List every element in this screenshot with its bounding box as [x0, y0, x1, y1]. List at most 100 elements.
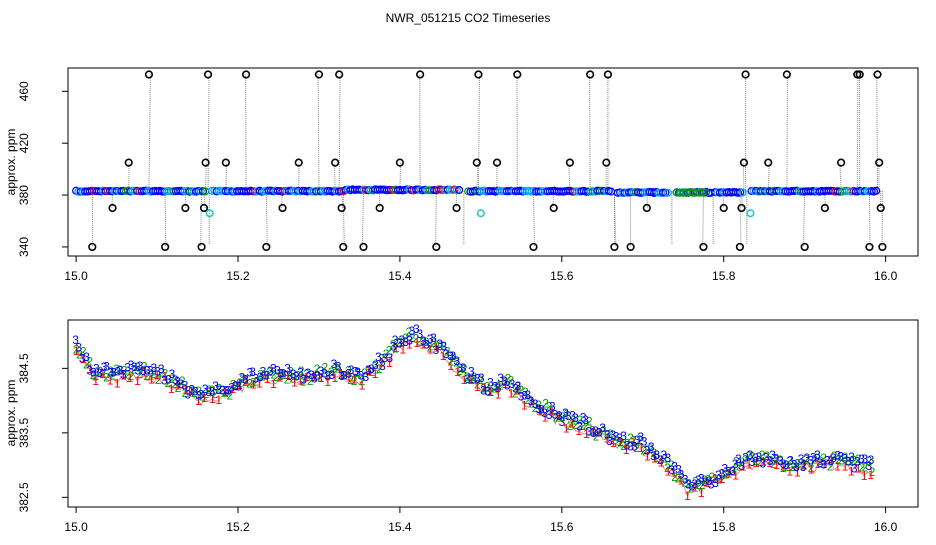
- y-axis: 340 380 420 460: [17, 81, 68, 257]
- outlier-point: [879, 244, 886, 251]
- x-tick-label: 15.2: [226, 269, 250, 283]
- y-tick-label: 460: [17, 81, 31, 101]
- drop-line: [569, 163, 570, 192]
- series-lines: [76, 332, 872, 496]
- drop-line: [318, 74, 319, 191]
- drop-line: [208, 74, 209, 191]
- x-tick-label: 15.0: [64, 269, 88, 283]
- outlier-point: [801, 244, 808, 251]
- outlier-point: [587, 71, 594, 78]
- drop-line: [165, 191, 166, 247]
- baseline-series: [73, 186, 880, 196]
- x-tick-label: 15.8: [712, 520, 736, 534]
- outlier-points: [89, 71, 886, 250]
- series-markers: 2222222222222222222222222222222222222222…: [72, 322, 875, 503]
- drop-line: [477, 163, 478, 192]
- outlier-point: [146, 71, 153, 78]
- outlier-point: [720, 205, 727, 212]
- x-tick-label: 15.8: [712, 269, 736, 283]
- x-tick-label: 15.6: [550, 520, 574, 534]
- plot-frame: [68, 320, 918, 507]
- outlier-point: [567, 159, 574, 166]
- drop-line: [743, 163, 744, 193]
- outlier-point: [874, 71, 881, 78]
- outlier-point: [550, 205, 557, 212]
- outlier-point: [336, 71, 343, 78]
- drop-line: [206, 163, 207, 192]
- outlier-point: [737, 244, 744, 251]
- outlier-point: [397, 159, 404, 166]
- y-axis-label: approx. ppm: [4, 129, 18, 196]
- x-tick-label: 16.0: [874, 520, 898, 534]
- outlier-point: [742, 71, 749, 78]
- outlier-point: [838, 159, 845, 166]
- y-tick-label: 340: [17, 237, 31, 257]
- outlier-point: [741, 159, 748, 166]
- drop-line: [266, 191, 267, 247]
- series-marker: 3: [83, 350, 90, 364]
- outlier-point: [700, 244, 707, 251]
- y-tick-label: 420: [17, 133, 31, 153]
- drop-line: [343, 191, 344, 247]
- drop-line: [803, 191, 804, 247]
- outlier-point: [109, 205, 116, 212]
- drop-line: [877, 74, 878, 191]
- x-tick-label: 15.0: [64, 520, 88, 534]
- drop-line: [339, 74, 340, 191]
- outlier-point: [866, 244, 873, 251]
- drop-line: [869, 191, 870, 247]
- drop-line: [840, 163, 841, 192]
- flagged-point: [747, 210, 754, 217]
- series-marker: 3: [868, 453, 875, 467]
- x-tick-label: 15.4: [388, 269, 412, 283]
- y-tick-label: 382.5: [17, 482, 31, 512]
- drop-line: [768, 163, 769, 192]
- drop-line: [590, 74, 591, 191]
- chart-title: NWR_051215 CO2 Timeseries: [386, 11, 551, 25]
- outlier-point: [198, 244, 205, 251]
- drop-line: [787, 74, 788, 191]
- outlier-point: [279, 205, 286, 212]
- outlier-point: [332, 159, 339, 166]
- outlier-point: [340, 244, 347, 251]
- drop-line: [334, 163, 335, 192]
- outlier-point: [765, 159, 772, 166]
- outlier-point: [360, 244, 367, 251]
- drop-line: [703, 192, 704, 246]
- drop-line: [201, 191, 202, 247]
- outlier-point: [644, 205, 651, 212]
- y-tick-label: 380: [17, 185, 31, 205]
- outlier-point: [162, 244, 169, 251]
- drop-line: [533, 191, 534, 247]
- x-tick-label: 16.0: [874, 269, 898, 283]
- x-tick-label: 15.2: [226, 520, 250, 534]
- drop-line: [857, 74, 858, 191]
- flagged-point: [478, 210, 485, 217]
- drop-lines: [92, 74, 882, 246]
- drop-line: [740, 192, 741, 246]
- drop-line: [362, 190, 363, 247]
- outlier-point: [223, 159, 230, 166]
- outlier-point: [475, 71, 482, 78]
- outlier-point: [433, 244, 440, 251]
- outlier-point: [611, 244, 618, 251]
- outlier-point: [784, 71, 791, 78]
- outlier-point: [205, 71, 212, 78]
- y-tick-label: 383.5: [17, 418, 31, 448]
- outlier-point: [89, 244, 96, 251]
- drop-line: [226, 163, 227, 192]
- y-tick-label: 384.5: [17, 353, 31, 383]
- x-tick-label: 15.4: [388, 520, 412, 534]
- drop-line: [478, 74, 479, 191]
- outlier-point: [316, 71, 323, 78]
- drop-line: [149, 74, 150, 191]
- outlier-point: [738, 205, 745, 212]
- drop-line: [436, 190, 437, 247]
- co2-detail-panel: 382.5 383.5 384.5 15.0 15.2 15.4 15.6 15.8 16.0…: [4, 320, 918, 534]
- outlier-point: [263, 244, 270, 251]
- outlier-point: [417, 71, 424, 78]
- outlier-point: [530, 244, 537, 251]
